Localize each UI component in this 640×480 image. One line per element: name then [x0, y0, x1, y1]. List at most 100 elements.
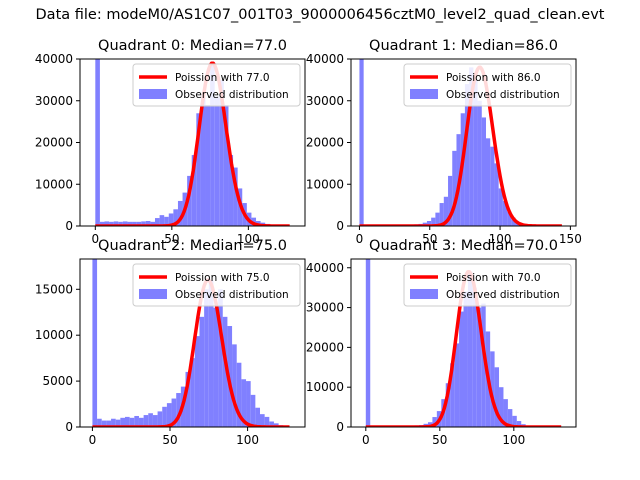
poisson-curve: [95, 61, 290, 226]
histogram-bar: [431, 217, 436, 226]
histogram-bar: [208, 280, 214, 427]
panel-quadrant-0: 0 50 100 0 10000 20000 30000 40000 Quadrant 0: M…: [35, 38, 306, 246]
histogram-bar: [250, 394, 256, 427]
histogram-bar: [113, 221, 119, 226]
histogram-bar: [445, 383, 451, 427]
y-tick-label: 0: [336, 420, 344, 434]
histogram-bar: [152, 415, 158, 427]
histogram-bar: [190, 358, 195, 427]
histogram-bar: [210, 63, 215, 226]
y-tick-label: 0: [65, 219, 73, 233]
histogram-bar: [145, 220, 151, 226]
panel-title: Quadrant 3: Median=70.0: [369, 238, 558, 254]
histogram-bar: [132, 221, 137, 226]
histogram-bar: [511, 217, 516, 226]
legend-label-poisson: Poission with 70.0: [446, 272, 541, 284]
x-tick-label: 50: [432, 433, 447, 447]
histogram-bar: [450, 363, 455, 427]
histogram-bar: [260, 414, 265, 427]
histogram-bar: [125, 416, 130, 427]
legend-patch-observed: [410, 289, 438, 299]
histogram-bar: [464, 84, 470, 226]
panel-quadrant-2: 0 50 100 0 5000 10000 15000 Quadrant 2: Median=…: [35, 238, 306, 447]
y-tick-label: 0: [336, 219, 344, 233]
histogram-bar: [92, 259, 98, 427]
x-tick-label: 150: [559, 232, 582, 246]
y-tick-label: 40000: [306, 52, 344, 66]
histogram-bar: [111, 418, 116, 427]
x-tick-label: 50: [162, 433, 177, 447]
histogram-bar: [150, 221, 155, 226]
y-tick-label: 40000: [35, 52, 73, 66]
legend-label-observed: Observed distribution: [175, 89, 289, 101]
histogram-bar: [196, 113, 201, 226]
histogram-bar: [191, 155, 197, 226]
histogram-bar: [477, 100, 482, 226]
plot-area: [359, 59, 563, 226]
x-tick-label: 100: [502, 433, 525, 447]
y-tick-label: 20000: [35, 136, 73, 150]
legend-box: [132, 263, 301, 307]
histogram-bar: [138, 417, 144, 427]
histogram-bar: [185, 371, 191, 427]
histogram-bar: [166, 403, 172, 427]
y-tick-label: 10000: [35, 328, 73, 342]
histogram-bar: [155, 218, 160, 226]
y-tick-label: 5000: [42, 374, 73, 388]
histogram-bar: [223, 104, 229, 226]
histogram-bar: [502, 200, 508, 226]
histogram-bar: [454, 343, 460, 427]
histogram-bar: [498, 188, 503, 226]
y-tick-label: 20000: [306, 340, 344, 354]
histogram-bar: [255, 407, 260, 427]
legend-patch-observed: [410, 89, 438, 99]
y-tick-label: 10000: [306, 380, 344, 394]
histogram-bar: [481, 117, 486, 226]
x-tick-label: 0: [356, 232, 364, 246]
histogram-bar: [214, 96, 220, 226]
y-tick-label: 30000: [306, 94, 344, 108]
histogram-bar: [222, 316, 228, 427]
panel-quadrant-1: 0 50 100 150 0 10000 20000 30000 40000 Quadrant 1…: [306, 38, 582, 246]
histogram-bar: [134, 415, 139, 427]
histogram-bar: [173, 209, 178, 226]
histogram-bar: [432, 417, 437, 427]
histogram-bar: [213, 307, 219, 427]
histogram-bar: [359, 59, 364, 226]
histogram-bar: [115, 419, 121, 427]
histogram-bar: [273, 423, 279, 427]
legend-patch-observed: [139, 289, 167, 299]
histogram-bar: [162, 406, 167, 427]
histogram-bar: [177, 200, 183, 226]
histogram-bar: [494, 367, 500, 427]
histogram-bar: [443, 196, 449, 226]
legend-label-poisson: Poission with 77.0: [175, 72, 270, 84]
axes-frame: [79, 258, 306, 428]
histogram-bar: [106, 420, 112, 427]
x-tick-label: 0: [362, 433, 370, 447]
histogram-bar: [109, 221, 114, 226]
histogram-bar: [101, 420, 107, 427]
y-tick-label: 40000: [306, 261, 344, 275]
histogram-bar: [199, 316, 205, 427]
histogram-bar: [469, 67, 474, 226]
histogram-bar: [241, 379, 247, 427]
panel-title: Quadrant 2: Median=75.0: [98, 238, 287, 254]
histogram-bar: [187, 175, 192, 226]
y-tick-label: 30000: [306, 301, 344, 315]
histogram-bar: [194, 336, 200, 427]
histogram-bar: [148, 413, 153, 427]
legend-label-poisson: Poission with 86.0: [446, 72, 541, 84]
histogram-bar: [218, 289, 223, 427]
legend-box: [403, 63, 572, 107]
histogram-bar: [472, 287, 477, 427]
figure-suptitle: Data file: modeM0/AS1C07_001T03_90000064…: [36, 7, 605, 23]
x-tick-label: 0: [91, 232, 99, 246]
histogram-bar: [143, 415, 149, 427]
histogram-bar: [236, 362, 242, 427]
histogram-bar: [427, 422, 433, 427]
histogram-bar: [365, 259, 371, 427]
histogram-bar: [233, 167, 238, 226]
histogram-bar: [176, 393, 181, 427]
